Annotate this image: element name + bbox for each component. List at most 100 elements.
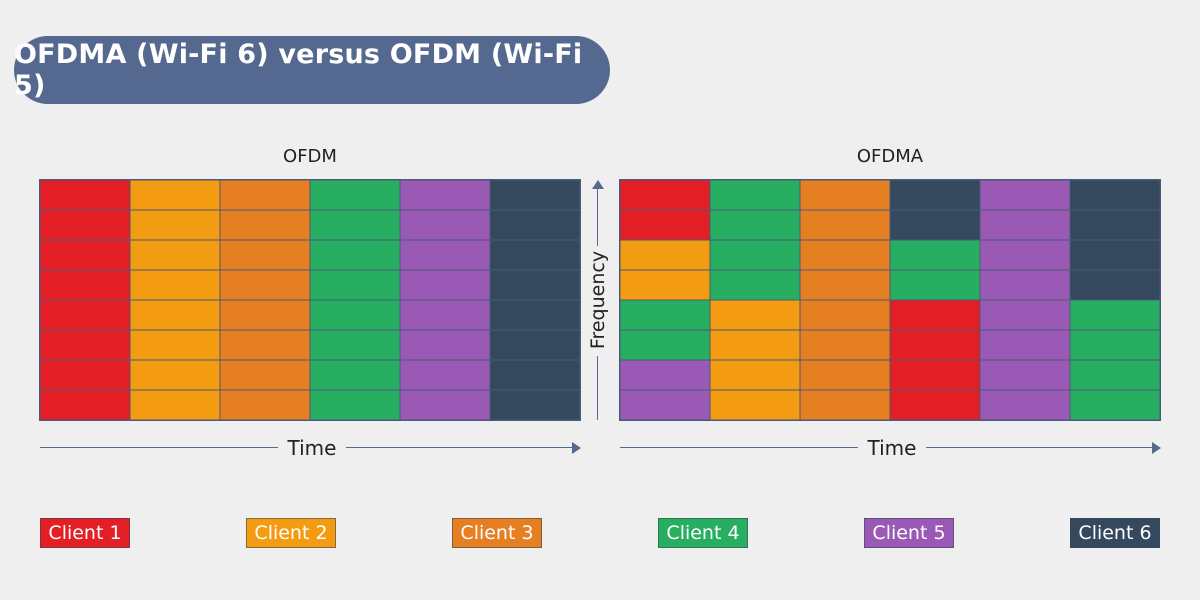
resource-unit-cell <box>220 390 310 420</box>
resource-unit-cell <box>890 180 980 210</box>
resource-unit-cell <box>980 270 1070 300</box>
resource-unit-cell <box>710 270 800 300</box>
resource-unit-cell <box>310 330 400 360</box>
resource-unit-cell <box>220 210 310 240</box>
resource-unit-cell <box>310 270 400 300</box>
resource-unit-cell <box>710 390 800 420</box>
resource-unit-cell <box>980 240 1070 270</box>
frequency-axis: Frequency <box>586 180 610 420</box>
resource-unit-cell <box>980 390 1070 420</box>
resource-unit-cell <box>400 390 490 420</box>
resource-unit-cell <box>710 210 800 240</box>
resource-unit-cell <box>980 210 1070 240</box>
resource-unit-cell <box>490 210 580 240</box>
resource-unit-cell <box>220 360 310 390</box>
resource-unit-cell <box>620 300 710 330</box>
time-axis-label: Time <box>287 436 337 460</box>
resource-unit-cell <box>400 180 490 210</box>
frequency-axis-line <box>597 188 598 246</box>
resource-unit-cell <box>400 360 490 390</box>
resource-unit-cell <box>890 240 980 270</box>
resource-unit-cell <box>1070 210 1160 240</box>
resource-unit-cell <box>800 360 890 390</box>
resource-unit-cell <box>310 360 400 390</box>
resource-unit-cell <box>130 180 220 210</box>
resource-unit-cell <box>310 180 400 210</box>
resource-unit-cell <box>310 240 400 270</box>
resource-unit-cell <box>400 240 490 270</box>
resource-unit-cell <box>1070 330 1160 360</box>
resource-unit-cell <box>40 390 130 420</box>
resource-unit-cell <box>980 360 1070 390</box>
legend-client-2: Client 2 <box>246 518 336 548</box>
resource-unit-cell <box>980 180 1070 210</box>
resource-unit-cell <box>220 330 310 360</box>
resource-unit-cell <box>220 180 310 210</box>
resource-unit-cell <box>710 300 800 330</box>
legend-client-4: Client 4 <box>658 518 748 548</box>
legend-client-3: Client 3 <box>452 518 542 548</box>
resource-unit-cell <box>130 330 220 360</box>
arrow-right-icon <box>572 442 581 454</box>
resource-unit-cell <box>130 210 220 240</box>
resource-unit-cell <box>890 300 980 330</box>
resource-unit-cell <box>130 270 220 300</box>
resource-unit-cell <box>1070 240 1160 270</box>
frequency-axis-line <box>597 356 598 420</box>
resource-unit-cell <box>220 300 310 330</box>
ofdm-time-axis: Time <box>40 436 581 460</box>
resource-unit-cell <box>400 270 490 300</box>
resource-unit-cell <box>620 180 710 210</box>
resource-unit-cell <box>130 240 220 270</box>
resource-unit-cell <box>710 360 800 390</box>
resource-unit-cell <box>890 360 980 390</box>
arrow-right-icon <box>1152 442 1161 454</box>
resource-unit-cell <box>620 270 710 300</box>
resource-unit-cell <box>490 240 580 270</box>
resource-unit-cell <box>1070 180 1160 210</box>
resource-unit-cell <box>800 300 890 330</box>
resource-unit-cell <box>1070 390 1160 420</box>
ofdma-time-axis: Time <box>620 436 1161 460</box>
resource-unit-cell <box>490 300 580 330</box>
resource-unit-cell <box>620 360 710 390</box>
resource-unit-cell <box>40 270 130 300</box>
time-axis-line <box>926 447 1154 448</box>
resource-unit-cell <box>310 210 400 240</box>
resource-unit-cell <box>490 180 580 210</box>
resource-unit-cell <box>310 300 400 330</box>
resource-unit-cell <box>620 240 710 270</box>
legend-client-6: Client 6 <box>1070 518 1160 548</box>
resource-unit-cell <box>1070 300 1160 330</box>
resource-unit-cell <box>40 180 130 210</box>
frequency-axis-label: Frequency <box>587 250 609 350</box>
ofdma-panel-title: OFDMA <box>856 146 924 167</box>
resource-unit-cell <box>620 330 710 360</box>
resource-unit-cell <box>130 300 220 330</box>
ofdm-grid <box>39 179 581 421</box>
resource-unit-cell <box>710 180 800 210</box>
legend-client-5: Client 5 <box>864 518 954 548</box>
ofdma-grid <box>619 179 1161 421</box>
resource-unit-cell <box>130 390 220 420</box>
resource-unit-cell <box>220 240 310 270</box>
resource-unit-cell <box>220 270 310 300</box>
resource-unit-cell <box>40 240 130 270</box>
resource-unit-cell <box>800 240 890 270</box>
resource-unit-cell <box>490 270 580 300</box>
resource-unit-cell <box>980 330 1070 360</box>
resource-unit-cell <box>400 210 490 240</box>
resource-unit-cell <box>710 330 800 360</box>
resource-unit-cell <box>800 330 890 360</box>
resource-unit-cell <box>490 330 580 360</box>
resource-unit-cell <box>400 300 490 330</box>
arrow-up-icon <box>592 180 604 189</box>
resource-unit-cell <box>130 360 220 390</box>
legend-client-1: Client 1 <box>40 518 130 548</box>
resource-unit-cell <box>890 210 980 240</box>
resource-unit-cell <box>1070 270 1160 300</box>
resource-unit-cell <box>800 210 890 240</box>
resource-unit-cell <box>40 360 130 390</box>
resource-unit-cell <box>310 390 400 420</box>
time-axis-label: Time <box>867 436 917 460</box>
